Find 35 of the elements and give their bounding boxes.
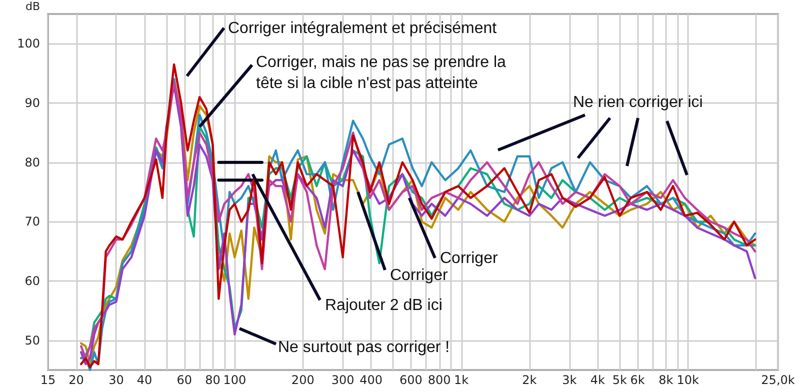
annotation: Corriger <box>440 250 498 267</box>
x-tick-label: 100 <box>223 373 246 387</box>
x-tick-label: 200 <box>291 373 314 387</box>
y-tick-label: 100 <box>17 36 40 51</box>
x-tick-label: 1k <box>454 373 469 387</box>
x-tick-label: 60 <box>176 373 192 387</box>
annotation: Corriger <box>390 267 448 284</box>
annotation: Corriger intégralement et précisément <box>228 20 498 37</box>
y-tick-label: 70 <box>24 214 40 229</box>
x-tick-label: 3k <box>562 373 577 387</box>
y-tick-label: 60 <box>24 274 40 288</box>
annotation: Ne rien corriger ici <box>573 94 703 111</box>
x-tick-label: 30 <box>108 373 124 387</box>
x-tick-label: 25,0k <box>761 373 795 387</box>
annotation: Corriger, mais ne pas se prendre la tête si la cible n'est pas atteinte <box>256 54 506 92</box>
x-tick-label: 8k <box>658 373 674 387</box>
x-tick-label: 4k <box>590 373 606 387</box>
x-tick-label: 15 <box>40 373 56 387</box>
y-tick-label: 50 <box>24 333 40 348</box>
x-tick-label: 300 <box>331 373 354 387</box>
x-tick-label: 40 <box>136 373 152 387</box>
y-tick-label: 80 <box>24 155 40 170</box>
x-tick-label: 5k <box>612 373 627 387</box>
x-tick-label: 400 <box>360 373 383 387</box>
y-tick-label: 90 <box>24 96 40 110</box>
x-tick-label: 20 <box>68 373 84 387</box>
x-tick-label: 600 <box>400 373 422 387</box>
annotation: Ne surtout pas corriger ! <box>278 339 450 356</box>
annotation: Rajouter 2 dB ici <box>325 297 442 314</box>
x-tick-label: 6k <box>630 373 645 387</box>
x-tick-label: 800 <box>428 373 451 387</box>
x-tick-label: 10k <box>676 373 699 387</box>
x-tick-label: 80 <box>205 373 220 387</box>
x-tick-label: 2k <box>522 373 537 387</box>
y-axis-title: dB <box>25 0 40 13</box>
